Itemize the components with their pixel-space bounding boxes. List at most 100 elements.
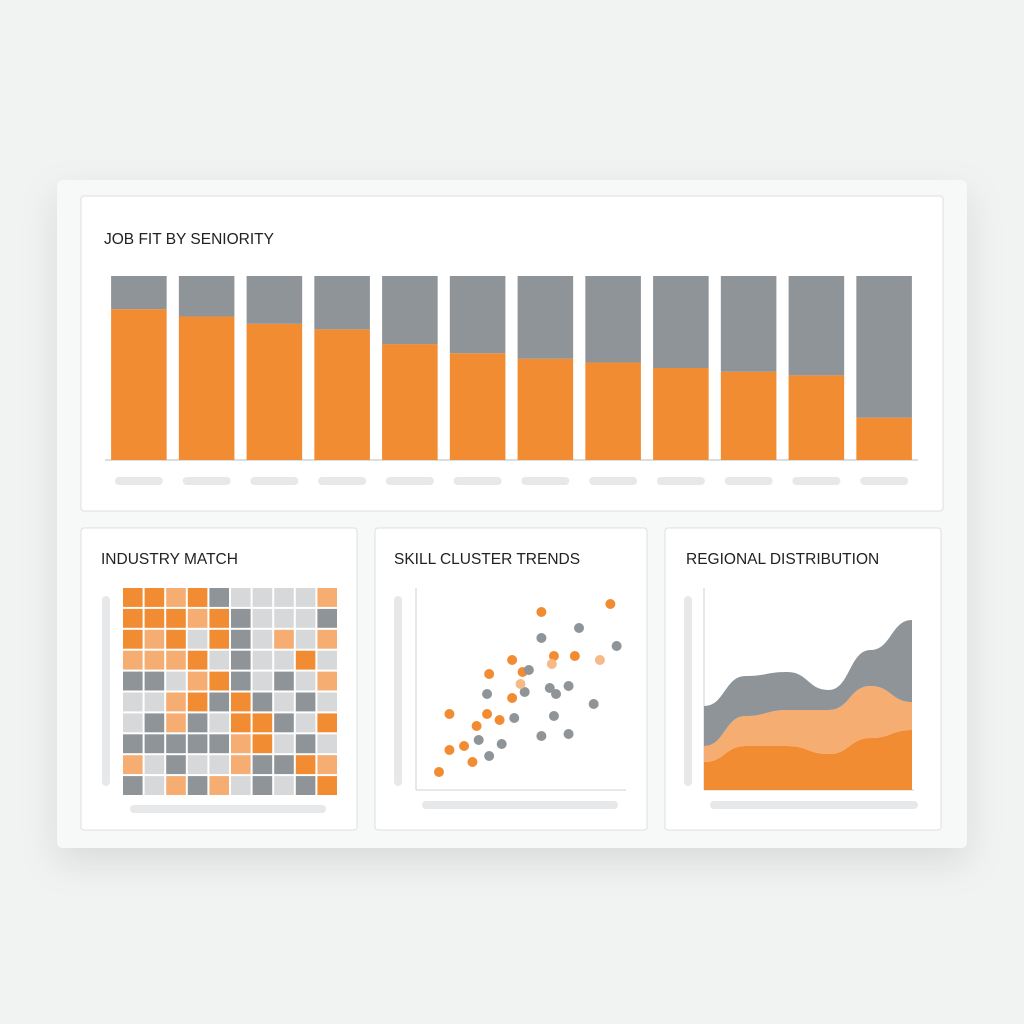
bar-segment bbox=[449, 276, 506, 354]
heatmap-cell bbox=[144, 629, 165, 649]
label-placeholder bbox=[792, 477, 841, 485]
heatmap-cell bbox=[317, 629, 337, 649]
heatmap-cell bbox=[317, 650, 337, 670]
bar-segment bbox=[111, 309, 167, 460]
heatmap-cell bbox=[209, 692, 229, 712]
bar-segment bbox=[449, 353, 506, 460]
area-layer bbox=[704, 620, 912, 746]
label-placeholder bbox=[318, 477, 367, 485]
heatmap-cell bbox=[144, 608, 165, 628]
heatmap-cell bbox=[187, 692, 208, 712]
bar-segment bbox=[382, 344, 438, 460]
heatmap-cell bbox=[209, 671, 229, 691]
label-placeholder bbox=[860, 477, 909, 485]
heatmap-cell bbox=[144, 671, 165, 691]
heatmap-cell bbox=[252, 588, 273, 607]
heatmap-cell bbox=[317, 692, 337, 712]
heatmap-cell bbox=[317, 608, 337, 628]
label-placeholder bbox=[130, 805, 326, 813]
bar-segment bbox=[653, 368, 709, 460]
heatmap-cell bbox=[295, 755, 316, 775]
label-placeholder bbox=[521, 477, 570, 485]
heatmap-cell bbox=[144, 776, 165, 795]
scroll-placeholder bbox=[102, 596, 110, 786]
heatmap-cell bbox=[187, 734, 208, 754]
heatmap-cell bbox=[295, 588, 316, 607]
scatter-point bbox=[569, 651, 580, 661]
heatmap-cell bbox=[209, 776, 229, 795]
bar-segment bbox=[111, 276, 167, 310]
heatmap-cell bbox=[123, 588, 143, 607]
heatmap-cell bbox=[231, 713, 251, 733]
area-layer bbox=[704, 686, 912, 762]
bar-segment bbox=[517, 276, 574, 359]
heatmap-cell bbox=[317, 734, 337, 754]
heatmap-cell bbox=[274, 671, 294, 691]
scatter-point bbox=[467, 757, 478, 767]
heatmap-cell bbox=[274, 608, 294, 628]
heatmap-cell bbox=[252, 650, 273, 670]
heatmap-cell bbox=[252, 608, 273, 628]
heatmap-cell bbox=[274, 629, 294, 649]
heatmap-cell bbox=[252, 671, 273, 691]
heatmap-cell bbox=[187, 755, 208, 775]
scatter-point bbox=[588, 699, 599, 709]
bar-segment bbox=[382, 276, 438, 345]
chart-title: REGIONAL DISTRIBUTION bbox=[686, 551, 879, 568]
heatmap-cell bbox=[274, 776, 294, 795]
heatmap-cell bbox=[123, 776, 143, 795]
scatter-point bbox=[611, 641, 622, 651]
scatter-point bbox=[563, 681, 574, 691]
heatmap-cell bbox=[187, 713, 208, 733]
scatter-point bbox=[496, 739, 507, 749]
bar-segment bbox=[788, 276, 845, 376]
scatter-point bbox=[507, 693, 518, 703]
heatmap-cell bbox=[252, 755, 273, 775]
heatmap-cell bbox=[166, 734, 186, 754]
scatter-point bbox=[484, 669, 495, 679]
scatter-point bbox=[507, 655, 518, 665]
heatmap-cell bbox=[187, 608, 208, 628]
scatter-point bbox=[563, 729, 574, 739]
scatter-point bbox=[548, 651, 559, 661]
heatmap-cell bbox=[166, 650, 186, 670]
heatmap-cell bbox=[123, 671, 143, 691]
scatter-point bbox=[536, 607, 547, 617]
heatmap-cell bbox=[231, 629, 251, 649]
bar-segment bbox=[246, 323, 303, 460]
scatter-point bbox=[551, 689, 562, 699]
heatmap-cell bbox=[187, 671, 208, 691]
bar-segment bbox=[788, 375, 845, 460]
heatmap-cell bbox=[317, 588, 337, 607]
heatmap-cell bbox=[317, 671, 337, 691]
heatmap-cell bbox=[209, 713, 229, 733]
bar-segment bbox=[178, 276, 235, 317]
label-placeholder bbox=[656, 477, 705, 485]
heatmap-cell bbox=[274, 755, 294, 775]
scatter-point bbox=[536, 731, 547, 741]
bar-segment bbox=[314, 329, 370, 460]
heatmap-cell bbox=[295, 671, 316, 691]
heatmap-cell bbox=[209, 588, 229, 607]
scatter-point bbox=[574, 623, 585, 633]
heatmap-cell bbox=[252, 692, 273, 712]
heatmap-cell bbox=[144, 692, 165, 712]
heatmap-cell bbox=[187, 629, 208, 649]
heatmap-cell bbox=[166, 608, 186, 628]
scatter-point bbox=[482, 709, 493, 719]
scatter-point bbox=[471, 721, 482, 731]
heatmap-cell bbox=[231, 608, 251, 628]
heatmap-cell bbox=[187, 650, 208, 670]
heatmap-cell bbox=[295, 692, 316, 712]
chart-title: SKILL CLUSTER TRENDS bbox=[394, 551, 580, 568]
chart-title: JOB FIT BY SENIORITY bbox=[104, 231, 274, 248]
heatmap-cell bbox=[295, 629, 316, 649]
bar-segment bbox=[314, 276, 370, 330]
scatter-point bbox=[544, 683, 555, 693]
heatmap-cell bbox=[144, 588, 165, 607]
label-placeholder bbox=[182, 477, 231, 485]
heatmap-cell bbox=[144, 713, 165, 733]
heatmap-cell bbox=[123, 713, 143, 733]
scatter-point bbox=[459, 741, 470, 751]
